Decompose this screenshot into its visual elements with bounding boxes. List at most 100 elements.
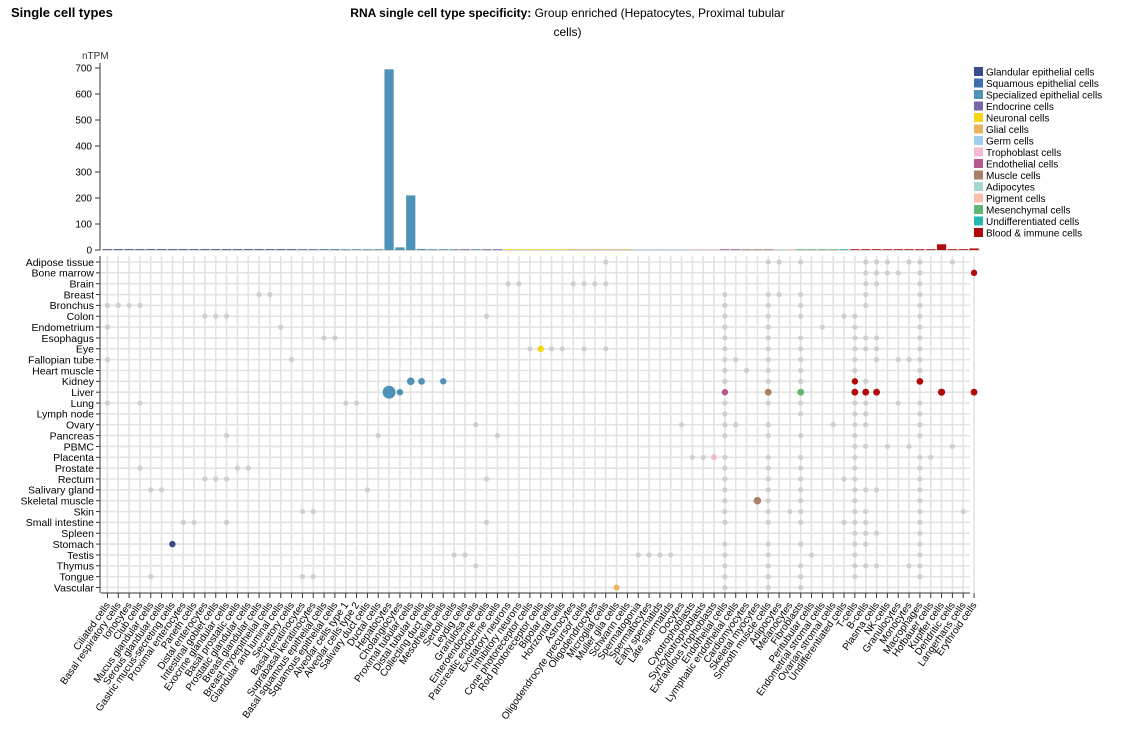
dot-lung-t-cells[interactable]: [852, 400, 858, 406]
dot-prostate-macrophages[interactable]: [917, 465, 923, 471]
dot-eye-fibroblasts[interactable]: [798, 346, 804, 352]
dot-pbmc-nk-cells[interactable]: [884, 443, 890, 450]
dot-stomach-endothelial-cells[interactable]: [722, 541, 728, 547]
bar-b-cells[interactable]: [861, 249, 871, 250]
dot-esophagus-b-cells[interactable]: [863, 335, 869, 341]
dot-adipose-tissue-fibroblasts[interactable]: [798, 259, 804, 265]
dot-salivary-gland-endothelial-cells[interactable]: [722, 487, 728, 493]
bar-spermatocytes[interactable]: [644, 249, 654, 250]
dot-tongue-suprabasal-keratinocytes[interactable]: [310, 574, 316, 580]
dot-salivary-gland-fibroblasts[interactable]: [798, 487, 804, 493]
dot-thymus-fibroblasts[interactable]: [798, 563, 804, 569]
bar-cholangiocytes[interactable]: [395, 247, 405, 250]
dot-stomach-smooth-muscle-cells[interactable]: [765, 541, 771, 547]
dot-esophagus-t-cells[interactable]: [852, 335, 858, 341]
dot-adipose-tissue-monocytes[interactable]: [906, 259, 912, 265]
dot-kidney-smooth-muscle-cells[interactable]: [765, 378, 771, 384]
dot-kidney-distal-tubular-cells[interactable]: [418, 377, 425, 385]
bar-basal-respiratory-cells[interactable]: [113, 249, 123, 250]
dot-testis-peritubular-cells[interactable]: [808, 552, 815, 558]
dot-ovary-t-cells[interactable]: [852, 422, 858, 428]
dot-salivary-gland-serous-glandular-cells[interactable]: [158, 487, 165, 493]
bar-undifferentiated-cells[interactable]: [839, 249, 849, 250]
dot-placenta-macrophages[interactable]: [917, 454, 923, 460]
bar-melanocytes[interactable]: [785, 249, 795, 250]
dot-testis-smooth-muscle-cells[interactable]: [765, 552, 771, 558]
dot-prostate-prostatic-glandular-cells[interactable]: [245, 465, 251, 471]
bar-mucus-glandular-cells[interactable]: [146, 249, 156, 250]
dot-prostate-fibroblasts[interactable]: [798, 465, 804, 471]
dot-endometrium-endothelial-cells[interactable]: [722, 324, 728, 330]
dot-lung-macrophages[interactable]: [917, 400, 923, 406]
bar-glandular-and-luminal-cells[interactable]: [276, 249, 286, 250]
dot-skin-macrophages[interactable]: [917, 508, 923, 515]
dot-small-intestine-t-cells[interactable]: [852, 519, 858, 526]
dot-tongue-t-cells[interactable]: [852, 574, 858, 580]
dot-testis-late-spermatids[interactable]: [668, 552, 674, 558]
bar-hepatocytes[interactable]: [384, 69, 394, 250]
bar-mesothelial-cells[interactable]: [438, 249, 448, 250]
dot-testis-t-cells[interactable]: [852, 552, 858, 558]
dot-testis-sertoli-cells[interactable]: [451, 552, 457, 558]
dot-pancreas-t-cells[interactable]: [852, 433, 858, 439]
dot-rectum-endothelial-cells[interactable]: [722, 476, 728, 482]
dot-endometrium-ciliated-cells[interactable]: [104, 324, 111, 330]
dot-salivary-gland-smooth-muscle-cells[interactable]: [765, 487, 771, 493]
dot-kidney-fibroblasts[interactable]: [798, 378, 804, 384]
dot-liver-fibroblasts[interactable]: [797, 388, 805, 396]
dot-skin-endothelial-cells[interactable]: [722, 508, 728, 515]
dot-thymus-granulosa-cells[interactable]: [473, 563, 479, 569]
dot-brain-oligodendrocytes[interactable]: [592, 281, 598, 287]
bar-early-spermatids[interactable]: [655, 249, 665, 250]
bar-salivary-duct-cells[interactable]: [362, 249, 373, 250]
dot-tongue-mucus-glandular-cells[interactable]: [148, 574, 154, 580]
dot-eye-smooth-muscle-cells[interactable]: [765, 346, 771, 352]
dot-liver-smooth-muscle-cells[interactable]: [764, 388, 772, 396]
dot-heart-muscle-t-cells[interactable]: [852, 367, 858, 374]
bar-distal-tubular-cells[interactable]: [416, 248, 427, 250]
bar-langerhans-cells[interactable]: [958, 249, 968, 250]
bar-kupffer-cells[interactable]: [936, 244, 947, 250]
dot-bone-marrow-macrophages[interactable]: [917, 270, 923, 276]
dot-colon-undifferentiated-cells[interactable]: [841, 313, 847, 319]
bar-collecting-duct-cells[interactable]: [427, 249, 438, 250]
bar-leydig-cells[interactable]: [460, 249, 470, 250]
dot-vascular-fibroblasts[interactable]: [798, 584, 804, 591]
bar-fibroblasts[interactable]: [796, 249, 806, 250]
dot-bronchus-fibroblasts[interactable]: [798, 302, 804, 308]
dot-bronchus-endothelial-cells[interactable]: [722, 302, 728, 308]
dot-testis-leydig-cells[interactable]: [462, 552, 468, 558]
dot-tongue-smooth-muscle-cells[interactable]: [765, 574, 771, 580]
dot-kidney-macrophages[interactable]: [916, 377, 924, 385]
bar-ionocytes[interactable]: [124, 249, 134, 250]
dot-lung-fibroblasts[interactable]: [798, 400, 804, 406]
bar-alveolar-cells-type-2[interactable]: [351, 249, 362, 250]
bar-ciliated-cells[interactable]: [102, 249, 113, 250]
bar-granulocytes[interactable]: [893, 249, 903, 250]
dot-skin-fibroblasts[interactable]: [798, 508, 804, 515]
bar-smooth-muscle-cells[interactable]: [763, 249, 773, 250]
dot-pancreas-pancreatic-endocrine-cells[interactable]: [494, 433, 501, 439]
dot-placenta-smooth-muscle-cells[interactable]: [765, 454, 771, 460]
dot-spleen-plasma-cells[interactable]: [873, 530, 880, 536]
bar-ductal-cells[interactable]: [373, 249, 383, 250]
bar-nk-cells[interactable]: [882, 249, 893, 250]
dot-small-intestine-proximal-enterocytes[interactable]: [180, 519, 186, 526]
dot-eye-b-cells[interactable]: [863, 346, 869, 352]
dot-prostate-smooth-muscle-cells[interactable]: [765, 465, 771, 471]
dot-bronchus-smooth-muscle-cells[interactable]: [765, 302, 771, 308]
dot-esophagus-plasma-cells[interactable]: [873, 335, 880, 341]
bar-suprabasal-keratinocytes[interactable]: [308, 249, 318, 250]
bar-dendritic-cells[interactable]: [947, 249, 958, 250]
dot-lung-ciliated-cells[interactable]: [104, 400, 111, 406]
dot-bronchus-basal-respiratory-cells[interactable]: [115, 302, 121, 308]
dot-adipose-tissue-smooth-muscle-cells[interactable]: [765, 259, 771, 265]
dot-skin-langerhans-cells[interactable]: [960, 508, 966, 515]
dot-placenta-cytotrophoblasts[interactable]: [689, 454, 695, 460]
bar-club-cells[interactable]: [135, 249, 145, 250]
dot-lung-endothelial-cells[interactable]: [722, 400, 728, 406]
dot-colon-macrophages[interactable]: [917, 313, 923, 319]
dot-lymph-node-macrophages[interactable]: [917, 411, 923, 417]
dot-skeletal-muscle-t-cells[interactable]: [852, 498, 858, 504]
dot-tongue-endothelial-cells[interactable]: [722, 574, 728, 580]
